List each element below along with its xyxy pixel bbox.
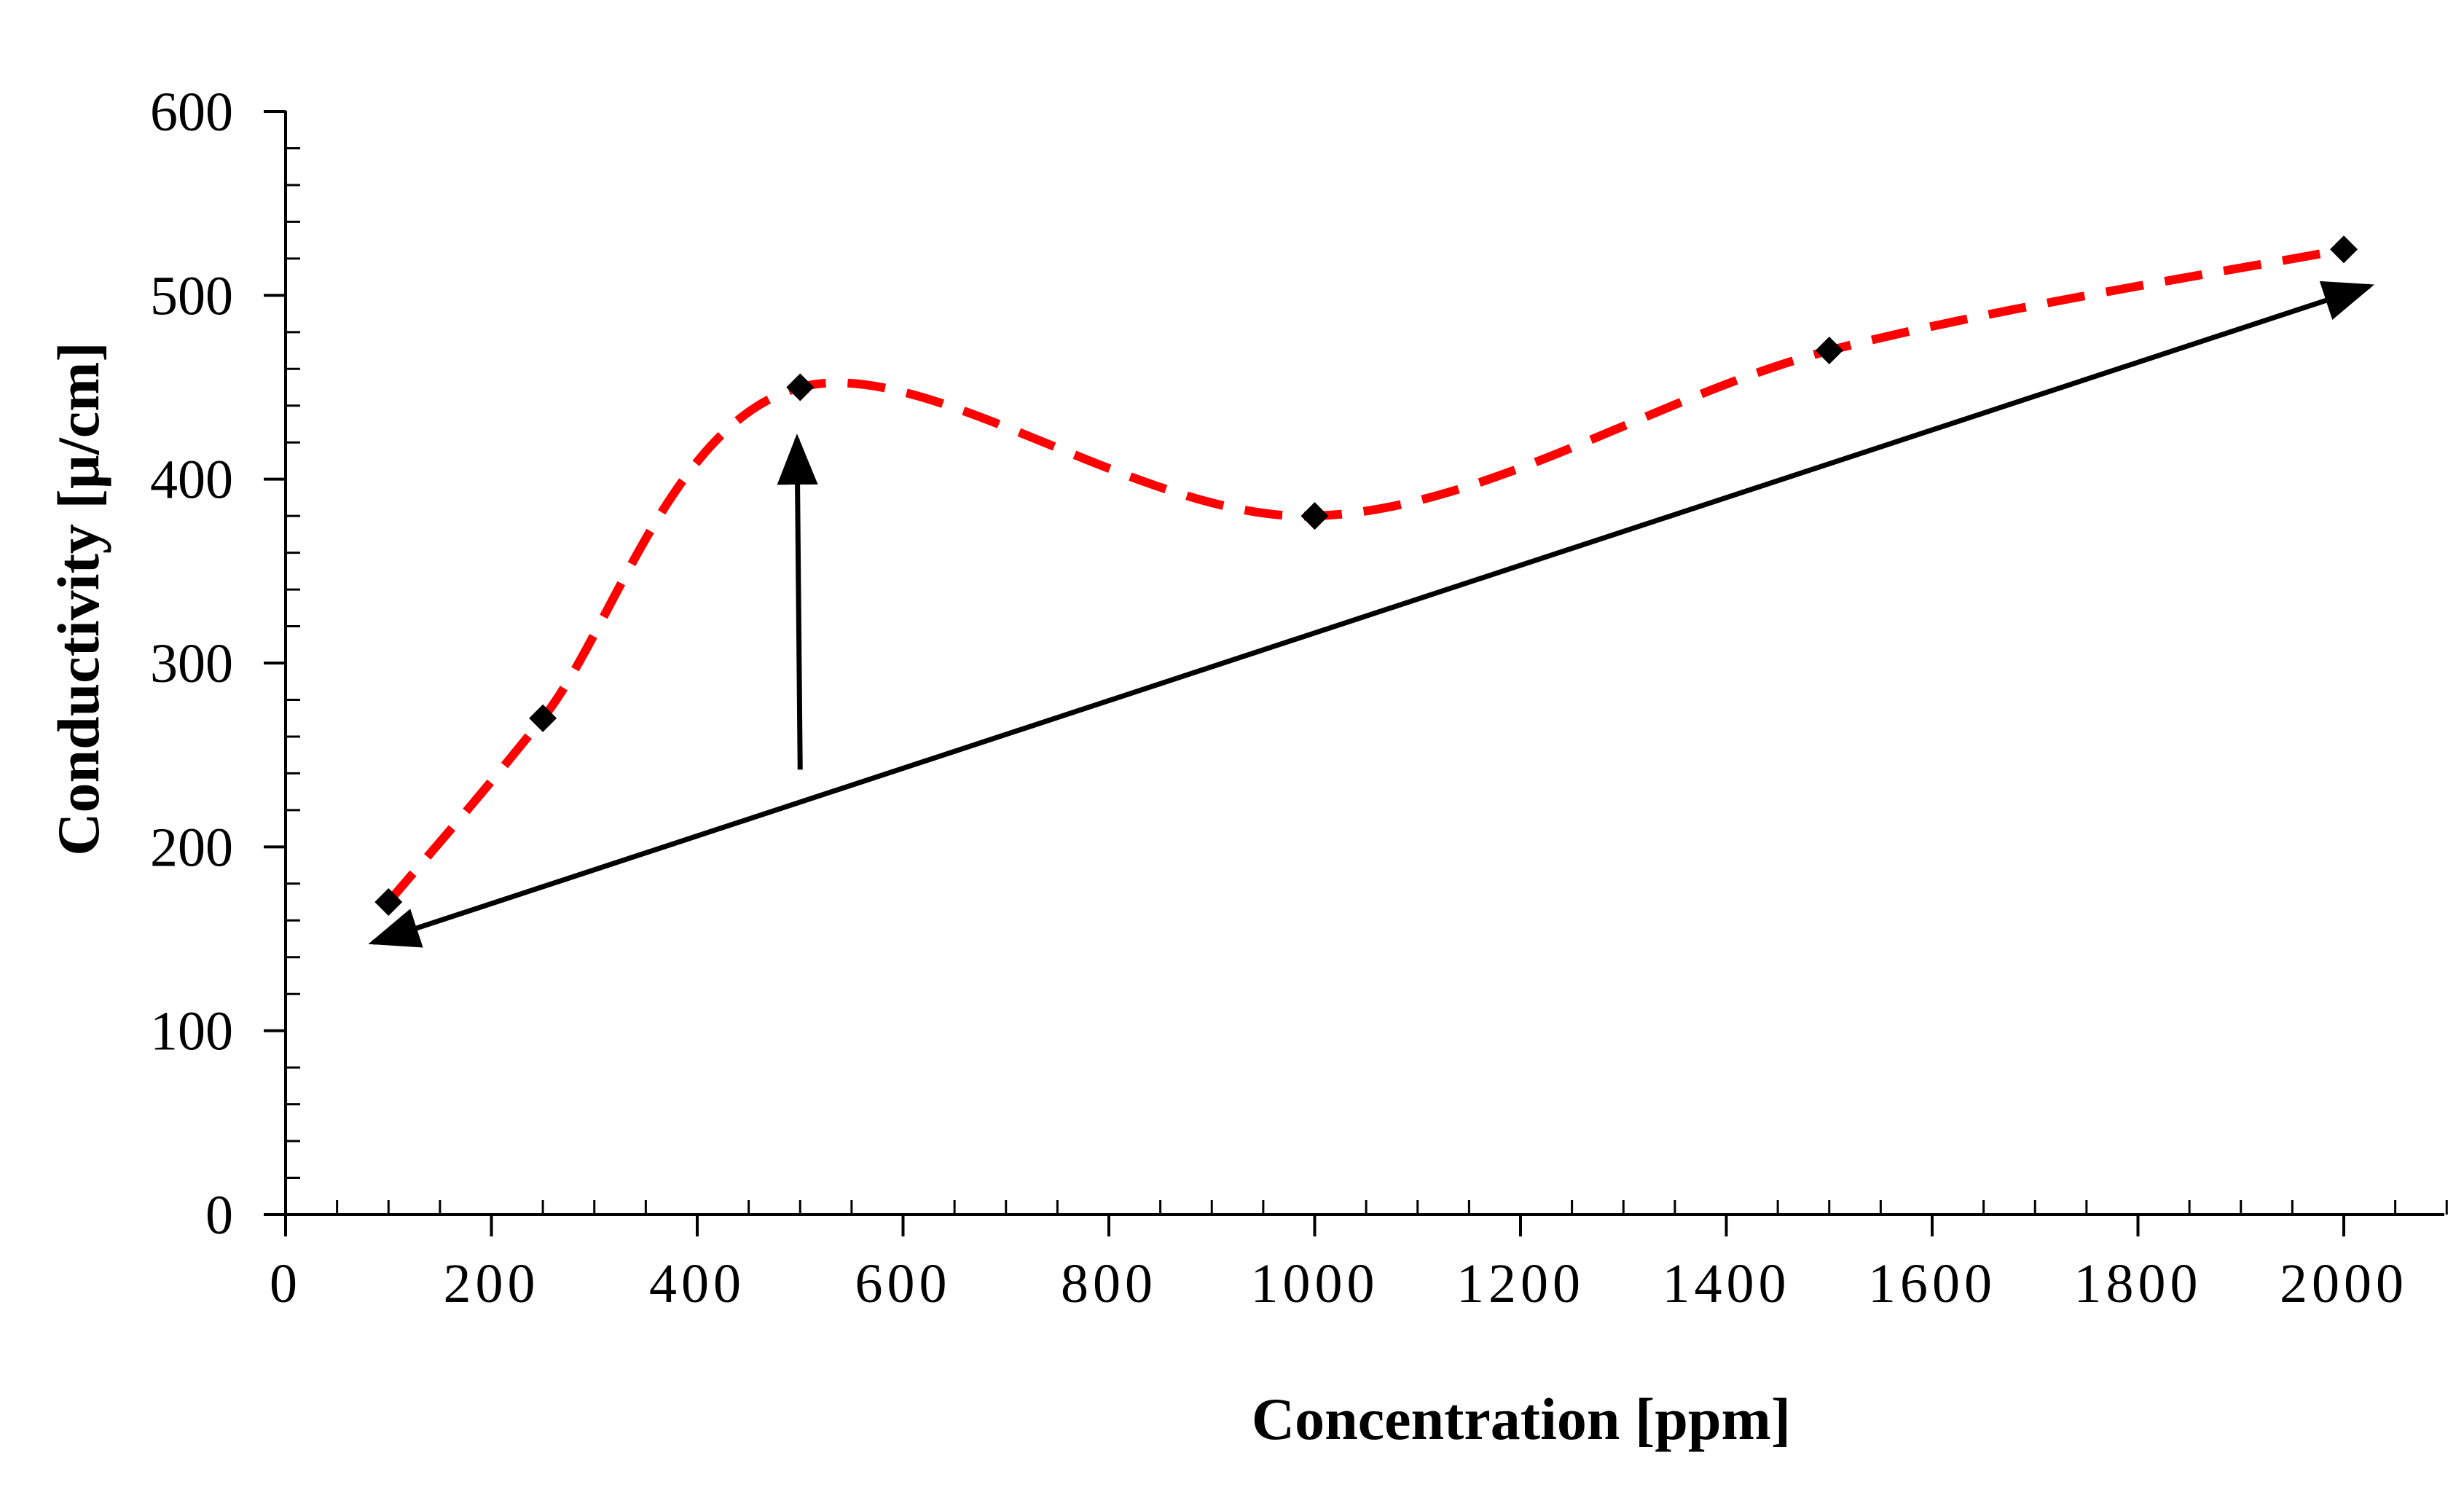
tick-labels: 0 200 400 600 800 1000 1200 1400 1600 1800 2000 0 10…	[150, 82, 2408, 1314]
annotations	[368, 281, 2374, 948]
y-tick-label: 600	[150, 82, 233, 143]
x-tick-label: 1000	[1251, 1253, 1379, 1314]
y-tick-label: 200	[150, 817, 233, 878]
x-tick-label: 1200	[1456, 1253, 1585, 1314]
x-tick-label: 1800	[2074, 1253, 2202, 1314]
series-curve	[385, 245, 2345, 905]
x-tick-label: 600	[855, 1253, 952, 1314]
y-axis-title: Conductivity [µ/cm]	[45, 342, 111, 855]
trend-double-arrow	[368, 281, 2374, 948]
x-tick-label: 2000	[2280, 1253, 2408, 1314]
y-tick-label: 100	[150, 1001, 233, 1062]
y-tick-label: 500	[150, 265, 233, 326]
x-tick-label: 800	[1061, 1253, 1157, 1314]
data-point	[1300, 502, 1329, 530]
data-series	[374, 235, 2358, 917]
x-tick-label: 400	[649, 1253, 745, 1314]
data-point	[786, 373, 815, 401]
x-axis-title: Concentration [ppm]	[1252, 1386, 1791, 1452]
x-tick-label: 0	[270, 1253, 302, 1314]
axes	[284, 111, 2444, 1216]
axis-ticks	[264, 110, 2448, 1236]
x-tick-label: 1600	[1868, 1253, 1996, 1314]
y-tick-label: 300	[150, 633, 233, 694]
rise-arrow	[777, 434, 818, 770]
y-tick-label: 0	[205, 1185, 233, 1246]
x-tick-label: 200	[444, 1253, 540, 1314]
data-point	[2330, 235, 2358, 264]
y-tick-label: 400	[150, 450, 233, 511]
x-tick-label: 1400	[1663, 1253, 1791, 1314]
data-point	[1815, 337, 1843, 365]
